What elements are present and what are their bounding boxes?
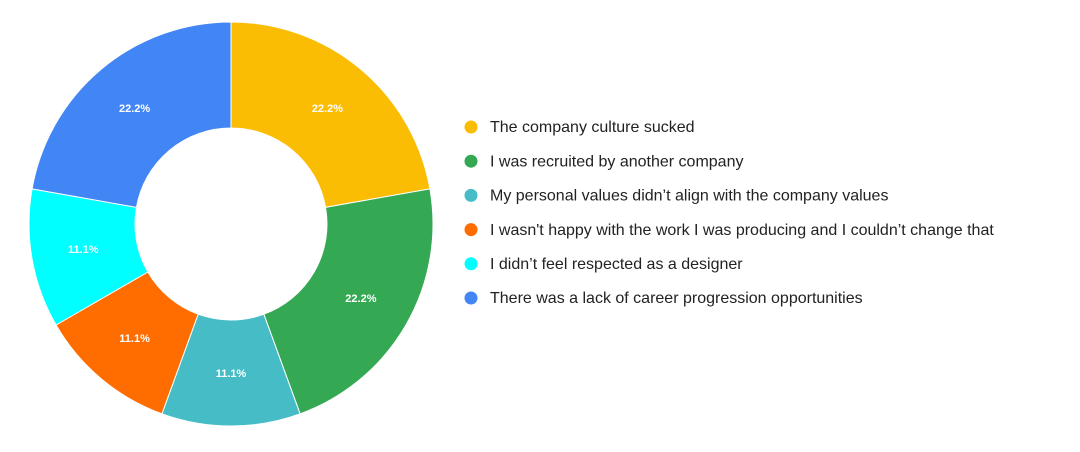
slice-label: 22.2% xyxy=(345,293,376,305)
slice-label: 11.1% xyxy=(119,333,150,345)
legend-label: My personal values didn’t align with the… xyxy=(490,188,888,205)
legend-swatch xyxy=(464,223,478,237)
slice-label: 11.1% xyxy=(216,368,247,380)
legend-swatch xyxy=(464,257,478,271)
slice-label: 22.2% xyxy=(312,103,343,115)
legend-label: The company culture sucked xyxy=(490,119,695,136)
slice xyxy=(230,21,431,208)
legend-label: I didn’t feel respected as a designer xyxy=(490,256,743,273)
slice-label: 11.1% xyxy=(68,244,99,256)
legend-swatch xyxy=(464,154,478,168)
legend-label: I wasn't happy with the work I was produ… xyxy=(490,222,994,239)
legend-label: There was a lack of career progression o… xyxy=(490,290,863,307)
slice-label: 22.2% xyxy=(119,103,150,115)
legend-swatch xyxy=(464,188,478,202)
legend-swatch xyxy=(464,291,478,305)
legend-swatch xyxy=(464,120,478,134)
legend-label: I was recruited by another company xyxy=(490,153,743,170)
slice xyxy=(31,21,232,208)
slice xyxy=(263,188,434,415)
